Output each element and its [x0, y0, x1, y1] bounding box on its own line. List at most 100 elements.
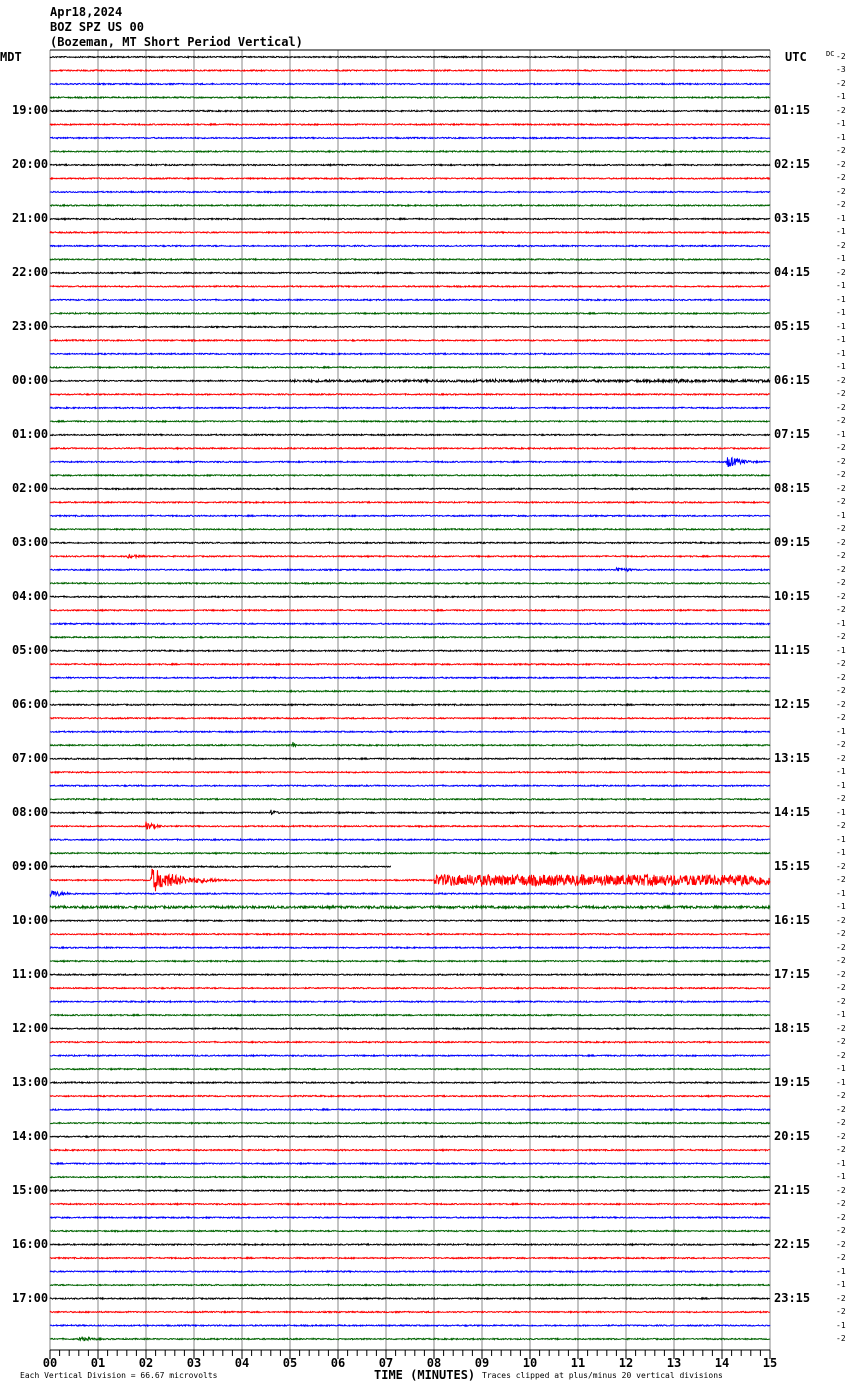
dc-offset-value: -2: [836, 186, 846, 196]
seismic-trace: [49, 1296, 771, 1301]
dc-offset-value: -2: [836, 578, 846, 588]
dc-offset-value: -1: [836, 510, 846, 520]
utc-hour-label: 12:15: [774, 696, 811, 711]
dc-offset-value: -2: [836, 605, 846, 615]
seismic-trace: [49, 297, 771, 302]
seismic-trace: [49, 1215, 771, 1220]
dc-offset-value: -2: [836, 969, 846, 979]
seismic-trace: [49, 648, 771, 653]
x-tick-label: 04: [234, 1356, 250, 1370]
dc-offset-value: -1: [836, 848, 846, 858]
mdt-hour-label: 11:00: [12, 966, 49, 981]
x-tick-label: 11: [570, 1356, 586, 1370]
seismic-trace: [49, 868, 771, 892]
seismic-trace: [49, 797, 771, 802]
x-tick-label: 15: [762, 1356, 778, 1370]
seismic-trace: [49, 959, 771, 964]
dc-offset-value: -2: [836, 1293, 846, 1303]
seismic-trace: [49, 1256, 771, 1260]
dc-offset-value: -1: [836, 308, 846, 318]
seismic-trace: [49, 756, 771, 761]
mdt-hour-label: 07:00: [12, 750, 49, 765]
seismic-trace: [50, 821, 771, 830]
dc-offset-value: -2: [836, 52, 846, 61]
seismic-trace: [49, 271, 771, 275]
seismic-trace: [49, 216, 771, 221]
dc-offset-value: -2: [836, 929, 846, 939]
mdt-hour-label: 00:00: [12, 372, 49, 387]
dc-offset-value: -2: [836, 564, 846, 574]
seismic-trace: [49, 405, 771, 410]
utc-hour-label: 17:15: [774, 966, 811, 981]
seismic-trace: [49, 904, 771, 911]
seismic-trace: [49, 149, 771, 154]
dc-offset-value: -1: [836, 92, 846, 102]
seismic-trace: [49, 176, 771, 181]
mdt-hour-label: 03:00: [12, 534, 49, 549]
seismic-trace: [49, 729, 770, 734]
seismic-trace: [49, 190, 771, 194]
seismic-trace: [49, 1121, 771, 1125]
dc-offset-value: -1: [836, 1064, 846, 1074]
seismic-trace: [49, 500, 771, 505]
seismic-trace: [49, 864, 392, 869]
dc-offset-value: -1: [836, 902, 846, 912]
seismic-trace: [49, 621, 771, 626]
utc-hour-label: 05:15: [774, 318, 811, 333]
dc-offset-value: -1: [836, 1320, 846, 1330]
x-tick-label: 06: [330, 1356, 346, 1370]
seismic-trace: [49, 1323, 771, 1328]
seismic-trace: [49, 1094, 771, 1098]
dc-offset-value: -2: [836, 146, 846, 156]
seismic-trace: [49, 540, 771, 545]
seismic-trace: [49, 325, 771, 329]
seismic-trace: [49, 1107, 771, 1112]
seismic-trace: [49, 972, 771, 977]
seismic-trace: [49, 945, 771, 950]
mdt-hour-label: 15:00: [12, 1182, 49, 1197]
x-tick-label: 07: [378, 1356, 394, 1370]
utc-hour-label: 20:15: [774, 1128, 811, 1143]
seismic-trace: [50, 1161, 771, 1166]
dc-offset-value: -2: [836, 105, 846, 115]
dc-offset-value: -1: [836, 1010, 846, 1020]
dc-offset-value: -1: [836, 1172, 846, 1182]
seismic-trace: [49, 257, 771, 262]
seismic-trace: [49, 594, 770, 599]
dc-offset-value: -2: [836, 983, 846, 993]
dc-offset-value: -1: [836, 227, 846, 237]
dc-offset-value: -2: [836, 713, 846, 723]
dc-offset-value: -2: [836, 1226, 846, 1236]
seismic-trace: [49, 55, 771, 59]
utc-hour-label: 04:15: [774, 264, 811, 279]
dc-offset-value: -2: [836, 456, 846, 466]
seismic-trace: [49, 365, 771, 370]
dc-offset-value: -2: [836, 497, 846, 507]
dc-offset-value: -2: [836, 699, 846, 709]
seismic-trace: [49, 1067, 771, 1071]
dc-offset-value: -2: [836, 1131, 846, 1141]
seismic-trace: [49, 486, 771, 491]
dc-offset-value: -2: [836, 402, 846, 412]
seismic-trace: [49, 419, 770, 424]
mdt-hour-label: 05:00: [12, 642, 49, 657]
dc-offset-value: -2: [836, 632, 846, 642]
x-tick-label: 00: [42, 1356, 58, 1370]
seismic-trace: [49, 702, 771, 707]
dc-offset-value: -2: [836, 1185, 846, 1195]
seismic-trace: [50, 136, 771, 140]
dc-offset-value: -2: [836, 672, 846, 682]
seismic-trace: [49, 284, 771, 289]
dc-offset-value: -2: [836, 173, 846, 183]
mdt-hour-label: 13:00: [12, 1074, 49, 1089]
seismic-trace: [49, 527, 771, 532]
dc-offset-value: -2: [836, 537, 846, 547]
dc-offset-value: -1: [836, 767, 846, 777]
dc-offset-value: -1: [836, 618, 846, 628]
seismic-trace: [49, 553, 771, 560]
seismic-trace: [49, 1335, 771, 1342]
mdt-hour-label: 02:00: [12, 480, 49, 495]
dc-offset-value: -2: [836, 416, 846, 426]
seismic-trace: [50, 1026, 771, 1031]
